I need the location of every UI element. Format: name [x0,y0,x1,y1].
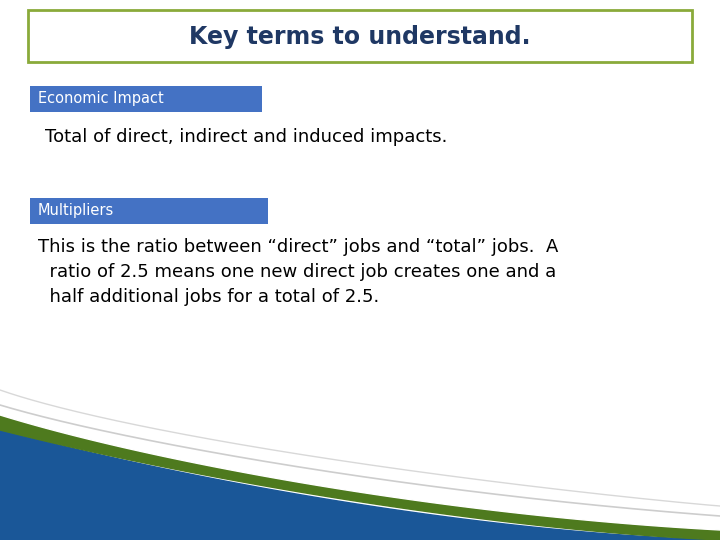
Text: This is the ratio between “direct” jobs and “total” jobs.  A
  ratio of 2.5 mean: This is the ratio between “direct” jobs … [38,238,559,306]
Text: 8: 8 [698,515,706,528]
Text: Economic Impact: Economic Impact [38,91,163,106]
Polygon shape [0,430,720,540]
Text: Multipliers: Multipliers [38,204,114,219]
Text: Key terms to understand.: Key terms to understand. [189,25,531,49]
FancyBboxPatch shape [30,198,268,224]
FancyBboxPatch shape [30,86,262,112]
Polygon shape [0,415,720,540]
Text: Total of direct, indirect and induced impacts.: Total of direct, indirect and induced im… [45,128,447,146]
FancyBboxPatch shape [28,10,692,62]
